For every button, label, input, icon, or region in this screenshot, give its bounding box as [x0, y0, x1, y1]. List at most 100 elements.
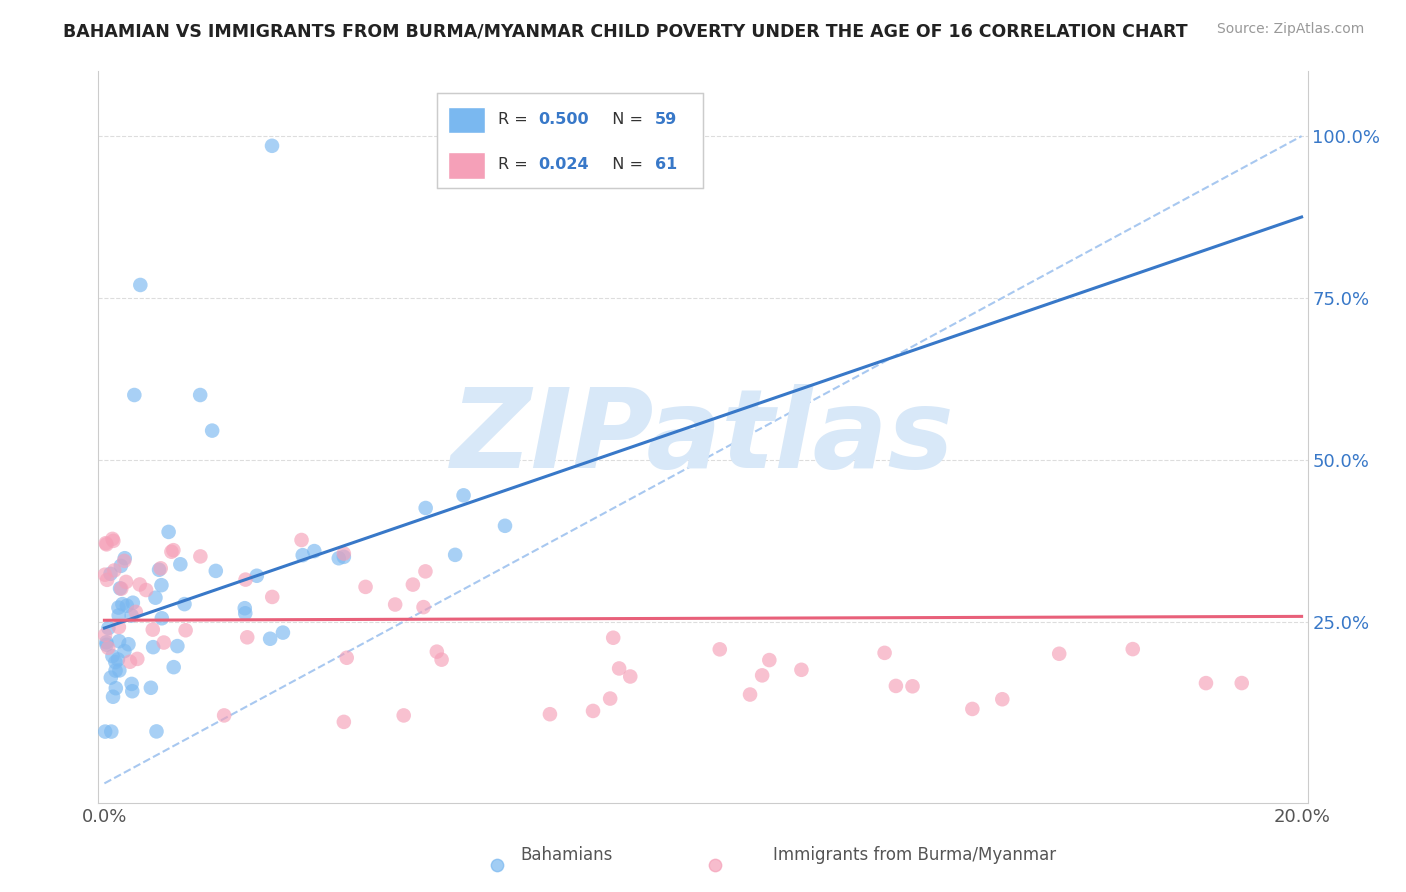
Point [453, 488, 475, 502]
Point [121, 684, 143, 698]
Point [709, 642, 731, 657]
Point [110, 582, 132, 596]
Point [110, 558, 132, 573]
Point [271, 625, 294, 640]
Text: BAHAMIAN VS IMMIGRANTS FROM BURMA/MYANMAR CHILD POVERTY UNDER THE AGE OF 16 CORR: BAHAMIAN VS IMMIGRANTS FROM BURMA/MYANMA… [63, 22, 1188, 40]
Point [142, 623, 165, 637]
Point [160, 545, 183, 559]
Point [96, 573, 118, 587]
Point [259, 632, 281, 646]
Point [444, 548, 467, 562]
Point [104, 681, 127, 696]
Point [392, 708, 415, 723]
Point [118, 655, 141, 669]
Point [163, 660, 186, 674]
Point [1230, 676, 1253, 690]
Point [336, 650, 359, 665]
Point [157, 524, 180, 539]
Text: Bahamians: Bahamians [520, 846, 613, 863]
Point [121, 677, 143, 691]
Point [173, 597, 195, 611]
Point [901, 679, 924, 693]
Point [139, 681, 162, 695]
Point [117, 637, 139, 651]
Point [174, 624, 197, 638]
Point [94, 567, 117, 582]
Point [96, 638, 118, 652]
Point [97, 621, 120, 635]
Point [212, 708, 235, 723]
Point [290, 533, 312, 547]
Point [149, 561, 172, 575]
Point [145, 591, 167, 605]
Point [333, 549, 356, 564]
Point [384, 598, 406, 612]
Text: Immigrants from Burma/Myanmar: Immigrants from Burma/Myanmar [773, 846, 1056, 863]
Point [402, 577, 425, 591]
Point [790, 663, 813, 677]
Point [100, 724, 122, 739]
Point [107, 652, 129, 666]
Point [602, 631, 624, 645]
Point [415, 565, 437, 579]
Point [304, 544, 326, 558]
Point [246, 568, 269, 582]
Point [100, 566, 122, 581]
Point [291, 548, 314, 562]
Point [758, 653, 780, 667]
Point [104, 655, 127, 669]
Point [233, 601, 256, 615]
Point [97, 640, 120, 655]
Point [204, 564, 226, 578]
Point [104, 664, 127, 678]
Point [115, 599, 138, 613]
Point [128, 577, 150, 591]
Point [166, 639, 188, 653]
Point [260, 138, 283, 153]
Text: ZIPatlas: ZIPatlas [451, 384, 955, 491]
Point [94, 724, 117, 739]
Point [333, 714, 356, 729]
Point [150, 578, 173, 592]
Point [121, 596, 143, 610]
Point [873, 646, 896, 660]
Point [607, 661, 630, 675]
Point [1122, 642, 1144, 657]
Point [148, 563, 170, 577]
Point [100, 671, 122, 685]
Point [150, 611, 173, 625]
Point [262, 590, 284, 604]
Point [127, 652, 149, 666]
Point [124, 388, 146, 402]
Point [129, 277, 152, 292]
Point [582, 704, 605, 718]
Point [884, 679, 907, 693]
Point [101, 690, 124, 704]
Text: Source: ZipAtlas.com: Source: ZipAtlas.com [1216, 22, 1364, 37]
Point [412, 600, 434, 615]
Point [153, 635, 176, 649]
Point [142, 640, 165, 655]
Point [201, 424, 224, 438]
Point [415, 501, 437, 516]
Point [738, 688, 761, 702]
Point [101, 532, 124, 546]
Point [94, 628, 117, 642]
Point [112, 644, 135, 658]
Point [538, 707, 561, 722]
Point [235, 573, 257, 587]
Point [354, 580, 377, 594]
Point [619, 669, 641, 683]
Point [188, 388, 211, 402]
Point [96, 635, 118, 649]
Point [426, 645, 449, 659]
Point [1195, 676, 1218, 690]
Point [114, 551, 136, 566]
Point [108, 664, 131, 678]
Point [190, 549, 212, 564]
Point [162, 543, 184, 558]
Point [101, 649, 124, 664]
Point [430, 653, 453, 667]
Point [169, 558, 191, 572]
Point [108, 634, 131, 648]
